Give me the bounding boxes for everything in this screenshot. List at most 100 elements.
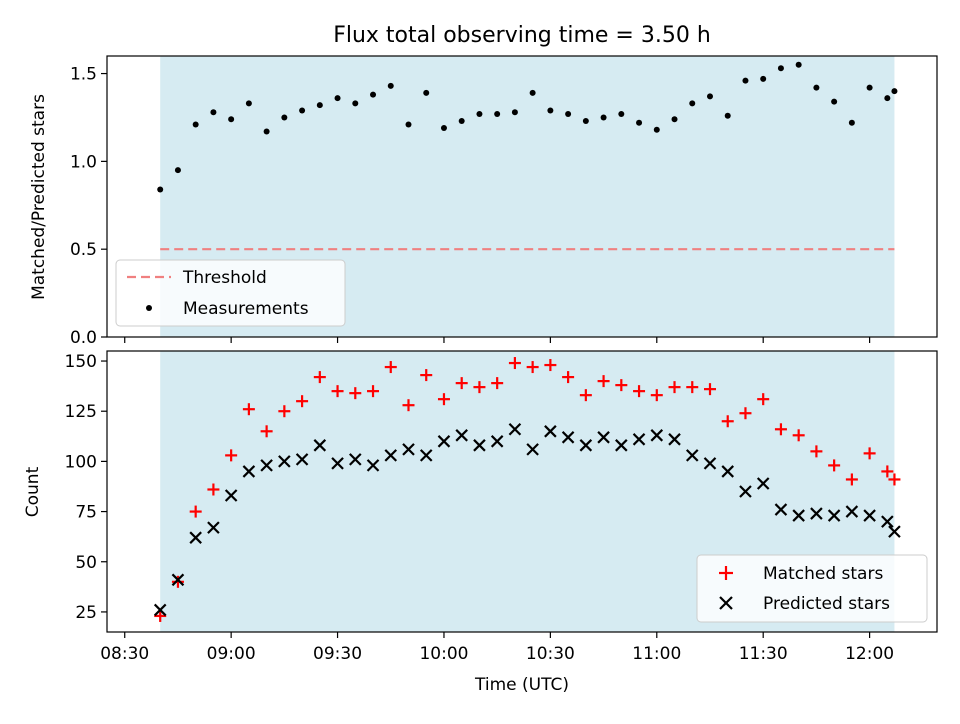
matched-star-point — [207, 483, 220, 496]
measurement-point — [884, 95, 891, 102]
predicted-star-point — [242, 465, 256, 478]
predicted-star-point — [579, 439, 593, 452]
measurement-point — [370, 91, 377, 98]
matched-star-point — [171, 575, 184, 588]
predicted-star-point — [845, 505, 859, 518]
measurement-point — [653, 126, 660, 133]
bottom-legend-box — [696, 554, 928, 623]
measurement-point — [316, 102, 323, 109]
predicted-star-point — [331, 457, 344, 470]
predicted-star-point — [544, 425, 557, 438]
bottom-legend: Matched stars Predicted stars — [696, 554, 928, 623]
x-axis-label: Time (UTC) — [474, 675, 569, 695]
bottom-panel: 25 50 75 100 125 150 08:30 09:00 09:30 10:00 10:3… — [23, 350, 938, 695]
measurement-point — [387, 82, 394, 89]
matched-star-point — [615, 379, 628, 392]
bottom-y-tick-label: 25 — [75, 603, 97, 623]
measurement-point — [245, 100, 252, 107]
matched-star-point — [473, 381, 486, 394]
measurement-point — [891, 88, 898, 95]
predicted-star-point — [668, 433, 681, 446]
legend-measurements-label: Measurements — [183, 299, 309, 319]
bottom-y-tick-label: 50 — [75, 553, 97, 573]
matched-star-point — [721, 415, 734, 428]
matched-star-point — [491, 377, 504, 390]
predicted-star-point — [810, 507, 823, 520]
predicted-star-point — [402, 443, 415, 456]
bottom-y-axis: 25 50 75 100 125 150 — [65, 352, 107, 623]
measurement-point — [671, 116, 678, 123]
measurement-point — [423, 89, 430, 96]
top-y-tick-label: 1.5 — [70, 65, 97, 85]
matched-star-point — [313, 371, 326, 384]
predicted-star-point — [597, 431, 610, 444]
predicted-star-point — [384, 449, 398, 462]
matched-star-point — [579, 389, 592, 402]
predicted-star-point — [561, 431, 575, 444]
predicted-star-point — [881, 515, 894, 528]
matched-star-point — [349, 387, 362, 400]
predicted-star-point — [792, 509, 805, 522]
measurement-point — [760, 75, 767, 82]
predicted-star-point — [774, 503, 788, 516]
matched-star-point — [526, 361, 539, 374]
top-panel: 0.0 0.5 1.0 1.5 Matched/Predicted stars Thr… — [29, 55, 938, 348]
matched-star-point — [562, 371, 575, 384]
matched-star-point — [225, 449, 238, 462]
predicted-star-point — [473, 439, 486, 452]
matched-star-point — [402, 399, 415, 412]
x-tick-label: 10:00 — [419, 644, 468, 664]
measurement-point — [565, 110, 572, 117]
legend-matched-label: Matched stars — [763, 564, 883, 584]
measurement-point — [174, 167, 181, 174]
predicted-star-point — [295, 453, 309, 466]
top-y-label: Matched/Predicted stars — [29, 94, 49, 300]
measurement-point — [299, 107, 306, 114]
matched-star-point — [739, 407, 752, 420]
matched-star-point — [420, 369, 433, 382]
matched-star-point — [260, 425, 273, 438]
measurement-point — [334, 95, 341, 102]
matched-star-point — [278, 405, 291, 418]
top-legend-box — [115, 259, 346, 327]
predicted-star-point — [756, 477, 770, 490]
bottom-y-tick-label: 100 — [65, 452, 97, 472]
top-legend: Threshold Measurements — [115, 259, 346, 327]
predicted-star-point — [366, 459, 380, 472]
measurement-point — [777, 65, 784, 72]
measurement-point — [281, 114, 288, 121]
predicted-star-point — [224, 489, 238, 502]
matched-star-point — [703, 383, 716, 396]
matched-star-point — [597, 375, 610, 388]
predicted-star-point — [721, 465, 735, 478]
matched-star-point — [774, 423, 787, 436]
bottom-y-tick-label: 150 — [65, 352, 97, 372]
matched-star-point — [810, 445, 823, 458]
matched-star-point — [633, 385, 646, 398]
predicted-star-point — [863, 509, 876, 522]
x-tick-label: 08:30 — [100, 644, 149, 664]
matched-stars-points — [154, 357, 901, 622]
matched-star-point — [828, 459, 841, 472]
predicted-star-point — [437, 435, 451, 448]
x-tick-label: 09:00 — [207, 644, 256, 664]
measurement-point — [636, 119, 643, 126]
x-tick-label: 11:00 — [632, 644, 681, 664]
matched-star-point — [242, 403, 255, 416]
predicted-star-point — [490, 435, 504, 448]
measurement-point — [476, 110, 483, 117]
matched-star-point — [437, 393, 450, 406]
predicted-star-point — [455, 429, 468, 442]
measurement-point — [458, 117, 465, 124]
x-tick-label: 12:00 — [845, 644, 894, 664]
predicted-star-point — [739, 485, 752, 498]
measurement-point — [494, 110, 501, 117]
matched-star-point — [331, 385, 344, 398]
measurement-point — [689, 100, 696, 107]
predicted-star-point — [349, 453, 362, 466]
matched-star-point — [686, 381, 699, 394]
matched-star-point — [367, 385, 380, 398]
measurement-point — [547, 107, 554, 114]
x-tick-label: 10:30 — [526, 644, 575, 664]
